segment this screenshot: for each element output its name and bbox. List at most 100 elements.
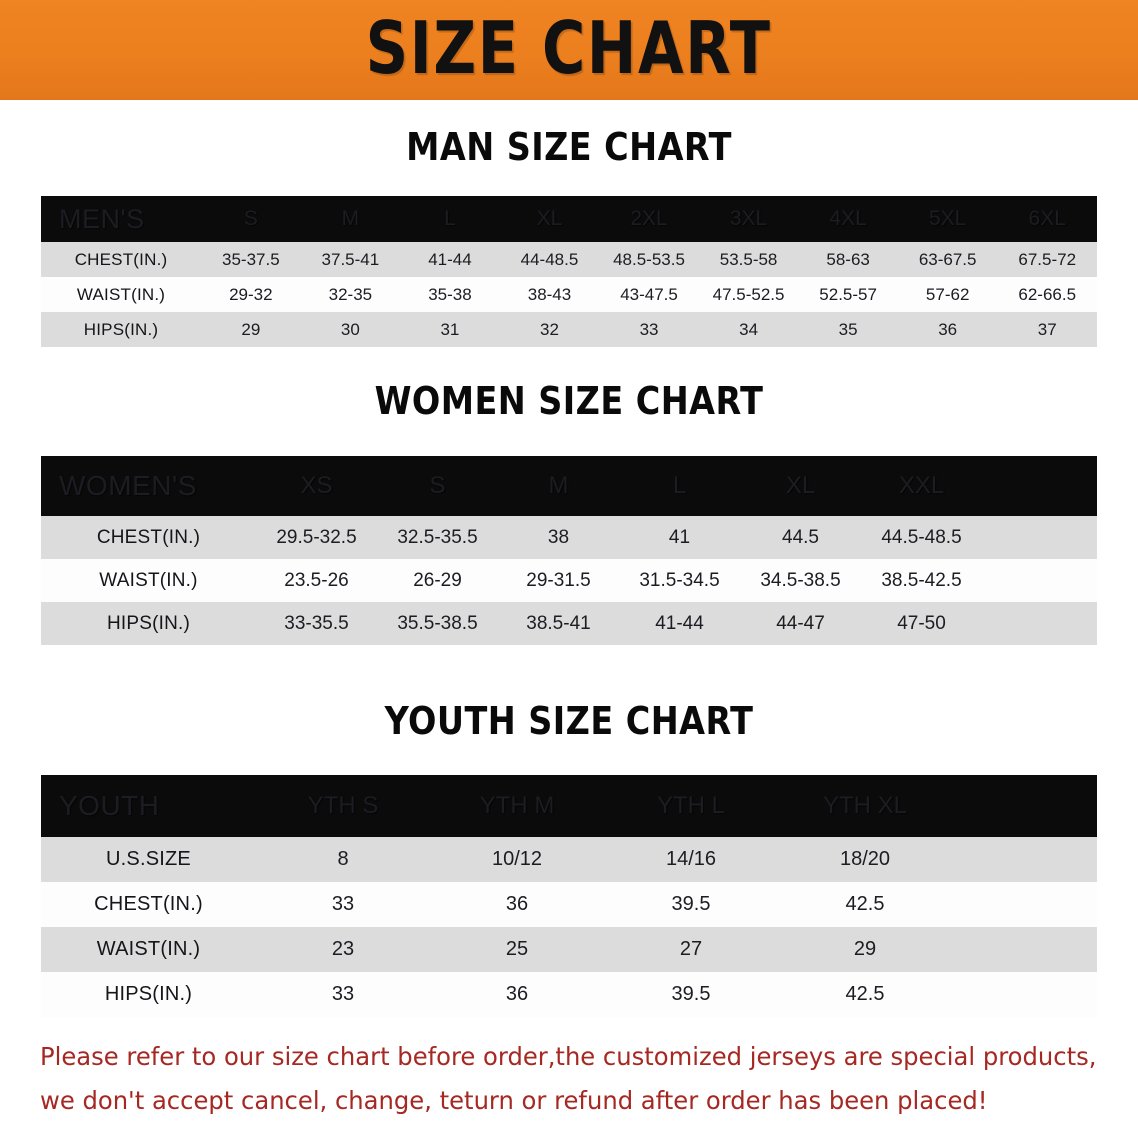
disclaimer-line-2: we don't accept cancel, change, teturn o…	[40, 1086, 988, 1115]
measurement-cell: 36	[505, 893, 529, 915]
measurement-cell: 23	[331, 938, 355, 960]
measurement-cell: 39.5	[671, 893, 711, 915]
row-label: WAIST(IN.)	[76, 284, 166, 304]
women-column-header: S	[429, 472, 446, 499]
row-label: CHEST(IN.)	[96, 526, 201, 548]
measurement-cell: 25	[505, 938, 529, 960]
measurement-cell: 67.5-72	[1018, 249, 1077, 269]
measurement-cell: 47.5-52.5	[712, 284, 785, 304]
measurement-cell: 41	[668, 526, 691, 548]
youth-size-table: YOUTH YTH S YTH M YTH L YTH XL U.S.SIZE 8 10/12…	[41, 775, 1097, 1017]
measurement-cell: 41-44	[655, 612, 704, 634]
women-column-header: XS	[300, 472, 333, 499]
measurement-cell: 35	[838, 319, 858, 339]
measurement-cell: 33	[331, 893, 355, 915]
measurement-cell: 29-32	[229, 284, 273, 304]
measurement-cell: 41-44	[428, 249, 472, 269]
measurement-cell: 33-35.5	[284, 612, 349, 634]
measurement-cell: 18/20	[839, 848, 891, 870]
men-section-title: MAN SIZE CHART	[406, 125, 732, 169]
measurement-cell: 38.5-42.5	[881, 569, 962, 591]
measurement-cell: 58-63	[826, 249, 870, 269]
table-row: WAIST(IN.) 23.5-26 26-29 29-31.5 31.5-34.5 34…	[41, 559, 1097, 602]
youth-header-label: YOUTH	[59, 790, 160, 821]
row-spacer	[952, 972, 1097, 1017]
men-column-header: 5XL	[928, 207, 967, 230]
men-column-header: S	[243, 207, 258, 230]
measurement-cell: 34.5-38.5	[760, 569, 841, 591]
measurement-cell: 34	[739, 319, 759, 339]
women-header-row: WOMEN'S XS S M L XL XXL	[41, 456, 1097, 516]
measurement-cell: 35.5-38.5	[397, 612, 478, 634]
women-table-body: WOMEN'S XS S M L XL XXL CHEST(IN.) 29.5-32.5 32.5…	[41, 456, 1097, 645]
row-label: CHEST(IN.)	[74, 249, 168, 269]
measurement-cell: 36	[505, 983, 529, 1005]
measurement-cell: 32-35	[328, 284, 373, 304]
men-column-header: L	[444, 207, 456, 230]
row-spacer	[982, 559, 1097, 602]
measurement-cell: 62-66.5	[1018, 284, 1077, 304]
measurement-cell: 29	[853, 938, 877, 960]
measurement-cell: 31	[440, 319, 460, 339]
men-table-body: MEN'S S M L XL 2XL 3XL 4XL 5XL 6XL CHEST(IN.) 35-37…	[41, 196, 1097, 347]
men-column-header: 2XL	[630, 207, 668, 230]
table-row: CHEST(IN.) 29.5-32.5 32.5-35.5 38 41 44.5 44.5…	[41, 516, 1097, 559]
measurement-cell: 8	[337, 848, 349, 870]
youth-column-header: YTH XL	[822, 792, 908, 819]
measurement-cell: 52.5-57	[819, 284, 877, 304]
measurement-cell: 39.5	[671, 983, 711, 1005]
measurement-cell: 48.5-53.5	[613, 249, 685, 269]
measurement-cell: 37	[1037, 319, 1057, 339]
table-row: WAIST(IN.) 29-32 32-35 35-38 38-43 43-47.5 47.…	[41, 277, 1097, 312]
men-column-header: 3XL	[729, 207, 768, 230]
men-column-header: 4XL	[829, 207, 867, 230]
measurement-cell: 43-47.5	[620, 284, 678, 304]
measurement-cell: 14/16	[665, 848, 717, 870]
men-header-row: MEN'S S M L XL 2XL 3XL 4XL 5XL 6XL	[41, 196, 1097, 242]
measurement-cell: 36	[938, 319, 958, 339]
youth-header-spacer	[952, 775, 1097, 837]
measurement-cell: 44-47	[776, 612, 825, 634]
measurement-cell: 23.5-26	[284, 569, 349, 591]
youth-column-header: YTH M	[479, 792, 555, 819]
measurement-cell: 10/12	[491, 848, 543, 870]
men-column-header: XL	[536, 207, 563, 230]
table-row: U.S.SIZE 8 10/12 14/16 18/20	[41, 837, 1097, 882]
measurement-cell: 42.5	[845, 893, 885, 915]
measurement-cell: 32.5-35.5	[397, 526, 478, 548]
measurement-cell: 31.5-34.5	[639, 569, 720, 591]
page-banner: SIZE CHART	[0, 0, 1138, 100]
measurement-cell: 57-62	[925, 284, 970, 304]
women-header-spacer	[982, 456, 1097, 516]
measurement-cell: 33	[331, 983, 355, 1005]
row-spacer	[952, 837, 1097, 882]
row-label: HIPS(IN.)	[83, 319, 159, 339]
men-header-label: MEN'S	[59, 203, 145, 234]
row-label: U.S.SIZE	[106, 848, 191, 870]
measurement-cell: 29.5-32.5	[276, 526, 357, 548]
youth-column-header: YTH S	[307, 792, 379, 819]
measurement-cell: 35-37.5	[222, 249, 280, 269]
measurement-cell: 35-38	[428, 284, 472, 304]
measurement-cell: 44-48.5	[520, 249, 579, 269]
row-spacer	[952, 927, 1097, 972]
page-title: SIZE CHART	[365, 6, 773, 90]
measurement-cell: 63-67.5	[918, 249, 977, 269]
measurement-cell: 29-31.5	[526, 569, 591, 591]
disclaimer-line-1: Please refer to our size chart before or…	[40, 1042, 1097, 1071]
men-column-header: M	[341, 207, 360, 230]
table-row: HIPS(IN.) 29 30 31 32 33 34 35 36 37	[41, 312, 1097, 347]
measurement-cell: 38	[547, 526, 570, 548]
measurement-cell: 32	[540, 319, 559, 339]
table-row: HIPS(IN.) 33-35.5 35.5-38.5 38.5-41 41-44 44-…	[41, 602, 1097, 645]
measurement-cell: 30	[340, 319, 360, 339]
measurement-cell: 38-43	[527, 284, 572, 304]
youth-header-row: YOUTH YTH S YTH M YTH L YTH XL	[41, 775, 1097, 837]
women-column-header: L	[672, 472, 687, 499]
measurement-cell: 44.5	[782, 526, 819, 548]
row-spacer	[952, 882, 1097, 927]
women-header-label: WOMEN'S	[59, 470, 197, 501]
measurement-cell: 53.5-58	[719, 249, 778, 269]
row-spacer	[982, 602, 1097, 645]
